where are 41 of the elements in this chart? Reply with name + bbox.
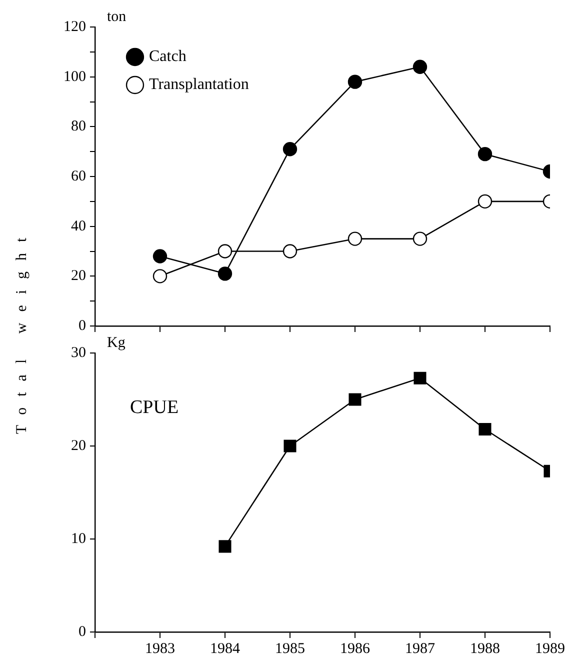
y-tick-label: 10 [71, 530, 86, 547]
legend-label: Catch [149, 48, 186, 66]
y-tick-label: 80 [71, 118, 86, 135]
y-tick-label: 60 [71, 168, 86, 184]
y-tick-label: 20 [71, 438, 86, 454]
point [282, 244, 298, 258]
x-tick-label: 1987 [405, 640, 436, 657]
x-tick-label: 1988 [470, 640, 500, 657]
point [152, 249, 168, 264]
x-tick-label: 1985 [275, 640, 305, 657]
point [218, 266, 232, 281]
y-tick-label: 30 [71, 344, 86, 361]
point [152, 269, 168, 284]
point [218, 540, 232, 553]
y-tick-label: 0 [78, 624, 86, 640]
point [282, 142, 298, 156]
point [284, 440, 296, 452]
y-tick-label: 100 [64, 68, 86, 85]
point [348, 232, 362, 246]
point [478, 146, 492, 162]
legend-label: Transplantation [149, 76, 249, 94]
point [218, 244, 232, 258]
point [412, 60, 428, 74]
point [412, 232, 428, 246]
x-tick-label: 1989 [535, 640, 565, 657]
point [478, 194, 492, 209]
text: Kg [107, 335, 126, 351]
y-axis-title: Total weight [14, 226, 31, 434]
annotation: CPUE [130, 397, 179, 418]
x-tick-label: 1986 [340, 640, 370, 657]
point [348, 74, 362, 89]
point [478, 423, 492, 436]
point [348, 393, 362, 406]
point [414, 372, 426, 384]
x-tick-label: 1983 [145, 640, 175, 657]
y-tick-label: 120 [64, 18, 86, 35]
y-tick-label: 40 [71, 218, 86, 234]
text: ton [107, 9, 127, 25]
y-tick-label: 20 [71, 268, 86, 284]
y-tick-label: 0 [78, 318, 86, 334]
x-tick-label: 1984 [210, 640, 240, 657]
